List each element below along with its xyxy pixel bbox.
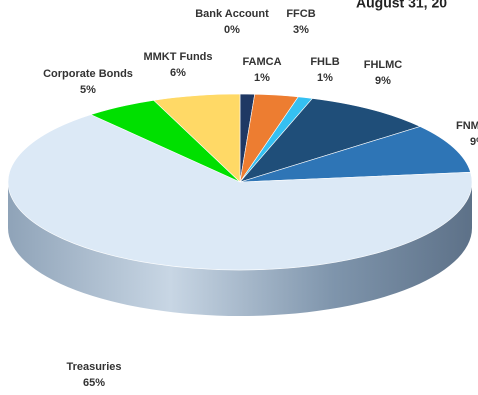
chart-title: August 31, 20 <box>356 0 447 11</box>
pie-slice <box>7 114 473 271</box>
slice-value-label: 9% <box>470 136 478 148</box>
slice-value-label: 0% <box>224 24 240 36</box>
slice-label: Treasuries <box>66 361 121 373</box>
slice-value-label: 5% <box>80 84 96 96</box>
slice-label: MMKT Funds <box>143 51 212 63</box>
slice-label: Bank Account <box>195 8 269 20</box>
slice-label: FNM <box>456 120 478 132</box>
slice-label: FAMCA <box>242 56 281 68</box>
slice-label: FHLMC <box>364 59 403 71</box>
slice-value-label: 65% <box>83 377 105 389</box>
slice-label: Corporate Bonds <box>43 68 133 80</box>
slice-value-label: 1% <box>254 72 270 84</box>
slice-value-label: 1% <box>317 72 333 84</box>
slice-value-label: 6% <box>170 67 186 79</box>
slice-value-label: 9% <box>375 75 391 87</box>
slice-label: FHLB <box>310 56 339 68</box>
pie-side <box>8 182 472 316</box>
slice-value-label: 3% <box>293 24 309 36</box>
slice-label: FFCB <box>286 8 315 20</box>
pie-slice <box>239 98 421 183</box>
pie-slice <box>153 93 241 183</box>
pie-slice <box>239 126 471 183</box>
